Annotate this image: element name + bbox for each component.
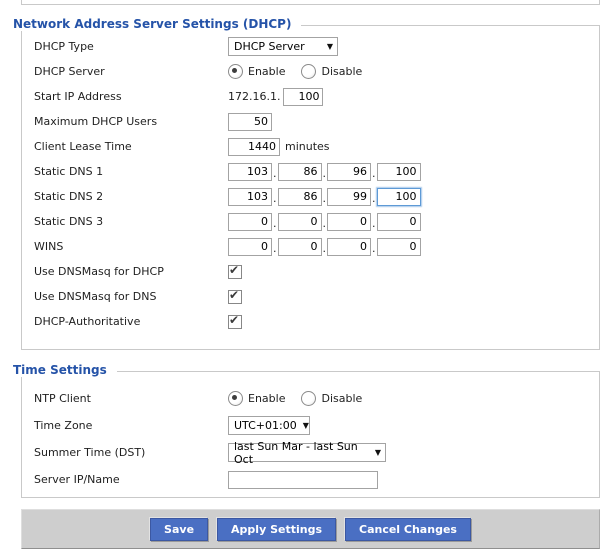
lease-time-label: Client Lease Time (34, 140, 132, 153)
static-dns2-label: Static DNS 2 (34, 190, 104, 203)
dns3-octet1-input[interactable] (228, 212, 272, 231)
ntp-enable-radio[interactable] (228, 391, 243, 406)
save-button[interactable]: Save (150, 517, 209, 541)
octet-dot: . (273, 217, 277, 230)
dnsmasq-dns-checkbox[interactable] (228, 288, 242, 304)
dst-select[interactable]: last Sun Mar - last Sun Oct ▼ (228, 440, 386, 466)
footer-button-bar: Save Apply Settings Cancel Changes (21, 509, 600, 549)
previous-section-border (21, 0, 600, 5)
static-dns3-row: Static DNS 3 . . . (34, 209, 599, 234)
dns3-octet3-input[interactable] (327, 212, 371, 231)
timezone-label: Time Zone (34, 419, 93, 432)
max-users-row: Maximum DHCP Users (34, 109, 599, 134)
max-users-label: Maximum DHCP Users (34, 115, 158, 128)
octet-dot: . (372, 217, 376, 230)
dns2-octet3-input[interactable] (327, 187, 371, 206)
ntp-enable-label: Enable (248, 392, 286, 405)
dns2-octet2-input[interactable] (277, 187, 322, 206)
static-dns3-label: Static DNS 3 (34, 215, 104, 228)
dns1-octet3-input[interactable] (327, 162, 371, 181)
dhcp-server-label: DHCP Server (34, 65, 105, 78)
dns2-octet4-input[interactable] (376, 187, 421, 206)
start-ip-label: Start IP Address (34, 90, 122, 103)
timezone-value: UTC+01:00 (234, 419, 297, 432)
chevron-down-icon: ▼ (326, 42, 333, 51)
time-section: Time Settings NTP Client Enable Disable … (13, 363, 600, 498)
dhcp-server-disable-radio[interactable] (301, 64, 317, 79)
wins-octet2-input[interactable] (277, 237, 322, 256)
timezone-select[interactable]: UTC+01:00 ▼ (228, 416, 310, 435)
dhcp-authoritative-checkbox[interactable] (228, 313, 242, 329)
start-ip-input[interactable] (283, 87, 324, 106)
dnsmasq-dhcp-checkbox[interactable] (228, 263, 242, 279)
cancel-changes-button[interactable]: Cancel Changes (345, 517, 471, 541)
ntp-server-row: Server IP/Name (34, 466, 599, 493)
ntp-disable-label: Disable (321, 392, 363, 405)
dnsmasq-dhcp-label: Use DNSMasq for DHCP (34, 265, 164, 278)
dhcp-type-select[interactable]: DHCP Server ▼ (228, 37, 338, 56)
octet-dot: . (372, 167, 376, 180)
dnsmasq-dhcp-row: Use DNSMasq for DHCP (34, 259, 599, 284)
static-dns1-row: Static DNS 1 . . . (34, 159, 599, 184)
dst-label: Summer Time (DST) (34, 446, 146, 459)
dhcp-server-row: DHCP Server Enable Disable (34, 59, 599, 84)
wins-octet4-input[interactable] (376, 237, 421, 256)
dhcp-type-value: DHCP Server (234, 40, 305, 53)
dns2-octet1-input[interactable] (228, 187, 272, 206)
start-ip-prefix: 172.16.1. (228, 90, 281, 103)
dns1-octet2-input[interactable] (277, 162, 322, 181)
dhcp-authoritative-row: DHCP-Authoritative (34, 309, 599, 334)
lease-time-row: Client Lease Time minutes (34, 134, 599, 159)
lease-time-unit: minutes (285, 140, 330, 153)
dns1-octet1-input[interactable] (228, 162, 272, 181)
wins-label: WINS (34, 240, 64, 253)
octet-dot: . (372, 192, 376, 205)
wins-octet1-input[interactable] (228, 237, 272, 256)
octet-dot: . (322, 217, 327, 230)
dhcp-server-enable-label: Enable (248, 65, 286, 78)
chevron-down-icon: ▼ (302, 421, 309, 430)
static-dns2-row: Static DNS 2 . . . (34, 184, 599, 209)
dnsmasq-dns-row: Use DNSMasq for DNS (34, 284, 599, 309)
ntp-client-row: NTP Client Enable Disable (34, 385, 599, 412)
static-dns1-label: Static DNS 1 (34, 165, 104, 178)
dns3-octet4-input[interactable] (376, 212, 421, 231)
dhcp-type-row: DHCP Type DHCP Server ▼ (34, 34, 599, 59)
octet-dot: . (273, 192, 277, 205)
dns3-octet2-input[interactable] (277, 212, 322, 231)
dhcp-section-title: Network Address Server Settings (DHCP) (13, 17, 302, 31)
dhcp-authoritative-label: DHCP-Authoritative (34, 315, 141, 328)
wins-row: WINS . . . (34, 234, 599, 259)
ntp-client-label: NTP Client (34, 392, 91, 405)
start-ip-row: Start IP Address 172.16.1. (34, 84, 599, 109)
dnsmasq-dns-label: Use DNSMasq for DNS (34, 290, 157, 303)
ntp-server-label: Server IP/Name (34, 473, 120, 486)
max-users-input[interactable] (228, 112, 272, 131)
dhcp-server-enable-radio[interactable] (228, 64, 243, 79)
dst-row: Summer Time (DST) last Sun Mar - last Su… (34, 439, 599, 466)
octet-dot: . (322, 242, 327, 255)
lease-time-input[interactable] (228, 137, 280, 156)
octet-dot: . (372, 242, 376, 255)
octet-dot: . (322, 167, 327, 180)
time-section-title: Time Settings (13, 363, 117, 377)
wins-octet3-input[interactable] (327, 237, 371, 256)
dhcp-type-label: DHCP Type (34, 40, 94, 53)
dst-value: last Sun Mar - last Sun Oct (234, 439, 358, 466)
octet-dot: . (322, 192, 327, 205)
dns1-octet4-input[interactable] (376, 162, 421, 181)
octet-dot: . (273, 242, 277, 255)
ntp-disable-radio[interactable] (301, 391, 317, 406)
dhcp-section: Network Address Server Settings (DHCP) D… (13, 17, 600, 350)
timezone-row: Time Zone UTC+01:00 ▼ (34, 412, 599, 439)
chevron-down-icon: ▼ (374, 448, 381, 457)
apply-settings-button[interactable]: Apply Settings (217, 517, 336, 541)
dhcp-server-disable-label: Disable (321, 65, 363, 78)
octet-dot: . (273, 167, 277, 180)
ntp-server-input[interactable] (228, 470, 378, 489)
